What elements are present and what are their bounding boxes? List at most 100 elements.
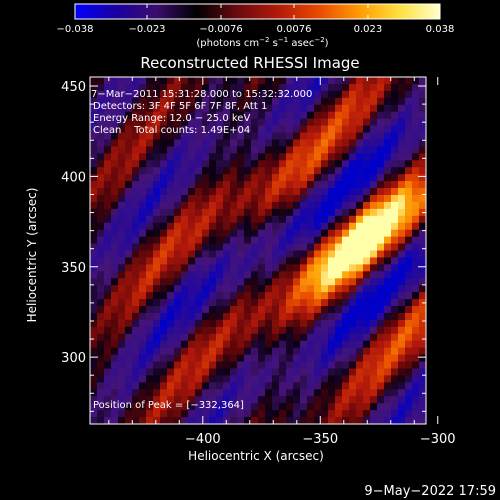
heatmap-cell: [111, 361, 119, 370]
heatmap-cell: [258, 368, 266, 377]
heatmap-cell: [132, 139, 140, 147]
heatmap-cell: [363, 264, 371, 272]
heatmap-cell: [174, 146, 182, 154]
heatmap-cell: [111, 194, 119, 203]
heatmap-cell: [391, 188, 399, 196]
heatmap-cell: [181, 361, 189, 370]
heatmap-cell: [279, 236, 287, 245]
heatmap-cell: [188, 146, 196, 154]
heatmap-cell: [363, 285, 371, 293]
heatmap-cell: [174, 188, 182, 196]
heatmap-cell: [125, 354, 133, 363]
heatmap-cell: [223, 90, 231, 99]
heatmap-cell: [244, 146, 252, 154]
heatmap-cell: [97, 236, 105, 245]
heatmap-cell: [349, 299, 357, 307]
heatmap-cell: [314, 299, 322, 307]
heatmap-cell: [167, 243, 175, 252]
heatmap-cell: [132, 97, 140, 106]
heatmap-cell: [251, 340, 259, 349]
heatmap-cell: [118, 368, 126, 377]
heatmap-cell: [405, 132, 413, 141]
heatmap-cell: [328, 181, 336, 189]
heatmap-cell: [174, 229, 182, 238]
heatmap-cell: [209, 83, 217, 92]
heatmap-cell: [391, 347, 399, 356]
heatmap-cell: [132, 215, 140, 224]
heatmap-cell: [384, 340, 392, 349]
heatmap-cell: [244, 160, 252, 168]
heatmap-cell: [167, 264, 175, 272]
heatmap-cell: [384, 368, 392, 377]
heatmap-cell: [202, 347, 210, 356]
heatmap-cell: [202, 104, 210, 113]
heatmap-cell: [97, 167, 105, 175]
heatmap-cell: [363, 90, 371, 99]
heatmap-cell: [216, 340, 224, 349]
heatmap-cell: [216, 361, 224, 370]
heatmap-cell: [398, 306, 406, 314]
heatmap-cell: [286, 368, 294, 377]
heatmap-cell: [419, 83, 426, 92]
heatmap-cell: [230, 160, 238, 168]
heatmap-cell: [412, 250, 420, 259]
heatmap-cell: [265, 361, 273, 370]
heatmap-cell: [153, 375, 161, 383]
heatmap-cell: [314, 368, 322, 377]
heatmap-cell: [160, 389, 168, 397]
heatmap-cell: [321, 361, 329, 370]
heatmap-cell: [384, 174, 392, 182]
heatmap-cell: [230, 104, 238, 113]
heatmap-cell: [342, 132, 350, 141]
heatmap-cell: [195, 118, 203, 127]
heatmap-cell: [321, 396, 329, 404]
heatmap-cell: [188, 229, 196, 238]
heatmap-cell: [356, 368, 364, 377]
heatmap-cell: [146, 160, 154, 168]
heatmap-cell: [419, 153, 426, 161]
heatmap-cell: [90, 215, 98, 224]
heatmap-cell: [412, 83, 420, 92]
heatmap-cell: [307, 250, 315, 259]
heatmap-cell: [328, 153, 336, 161]
heatmap-cell: [160, 354, 168, 363]
heatmap-cell: [321, 299, 329, 307]
heatmap-cell: [188, 271, 196, 279]
heatmap-cell: [195, 83, 203, 92]
heatmap-cell: [335, 118, 343, 127]
heatmap-cell: [209, 236, 217, 245]
heatmap-cell: [90, 271, 98, 279]
heatmap-cell: [342, 375, 350, 383]
heatmap-cell: [153, 201, 161, 210]
heatmap-cell: [363, 236, 371, 245]
heatmap-cell: [258, 375, 266, 383]
heatmap-cell: [188, 312, 196, 321]
heatmap-cell: [349, 319, 357, 328]
heatmap-cell: [279, 201, 287, 210]
heatmap-cell: [118, 83, 126, 92]
heatmap-cell: [377, 264, 385, 272]
heatmap-cell: [377, 347, 385, 356]
heatmap-cell: [118, 403, 126, 411]
heatmap-cell: [153, 153, 161, 161]
heatmap-cell: [167, 160, 175, 168]
heatmap-cell: [300, 194, 308, 203]
heatmap-cell: [216, 326, 224, 335]
heatmap-cell: [398, 97, 406, 106]
heatmap-cell: [377, 292, 385, 300]
heatmap-cell: [307, 396, 315, 404]
heatmap-cell: [195, 347, 203, 356]
heatmap-cell: [363, 146, 371, 154]
heatmap-cell: [377, 250, 385, 259]
heatmap-cell: [104, 389, 112, 397]
heatmap-cell: [419, 347, 426, 356]
heatmap-cell: [272, 188, 280, 196]
heatmap-cell: [125, 174, 133, 182]
heatmap-cell: [398, 146, 406, 154]
heatmap-cell: [111, 299, 119, 307]
heatmap-cell: [279, 167, 287, 175]
heatmap-cell: [377, 306, 385, 314]
heatmap-cell: [272, 153, 280, 161]
heatmap-cell: [307, 215, 315, 224]
heatmap-cell: [384, 188, 392, 196]
